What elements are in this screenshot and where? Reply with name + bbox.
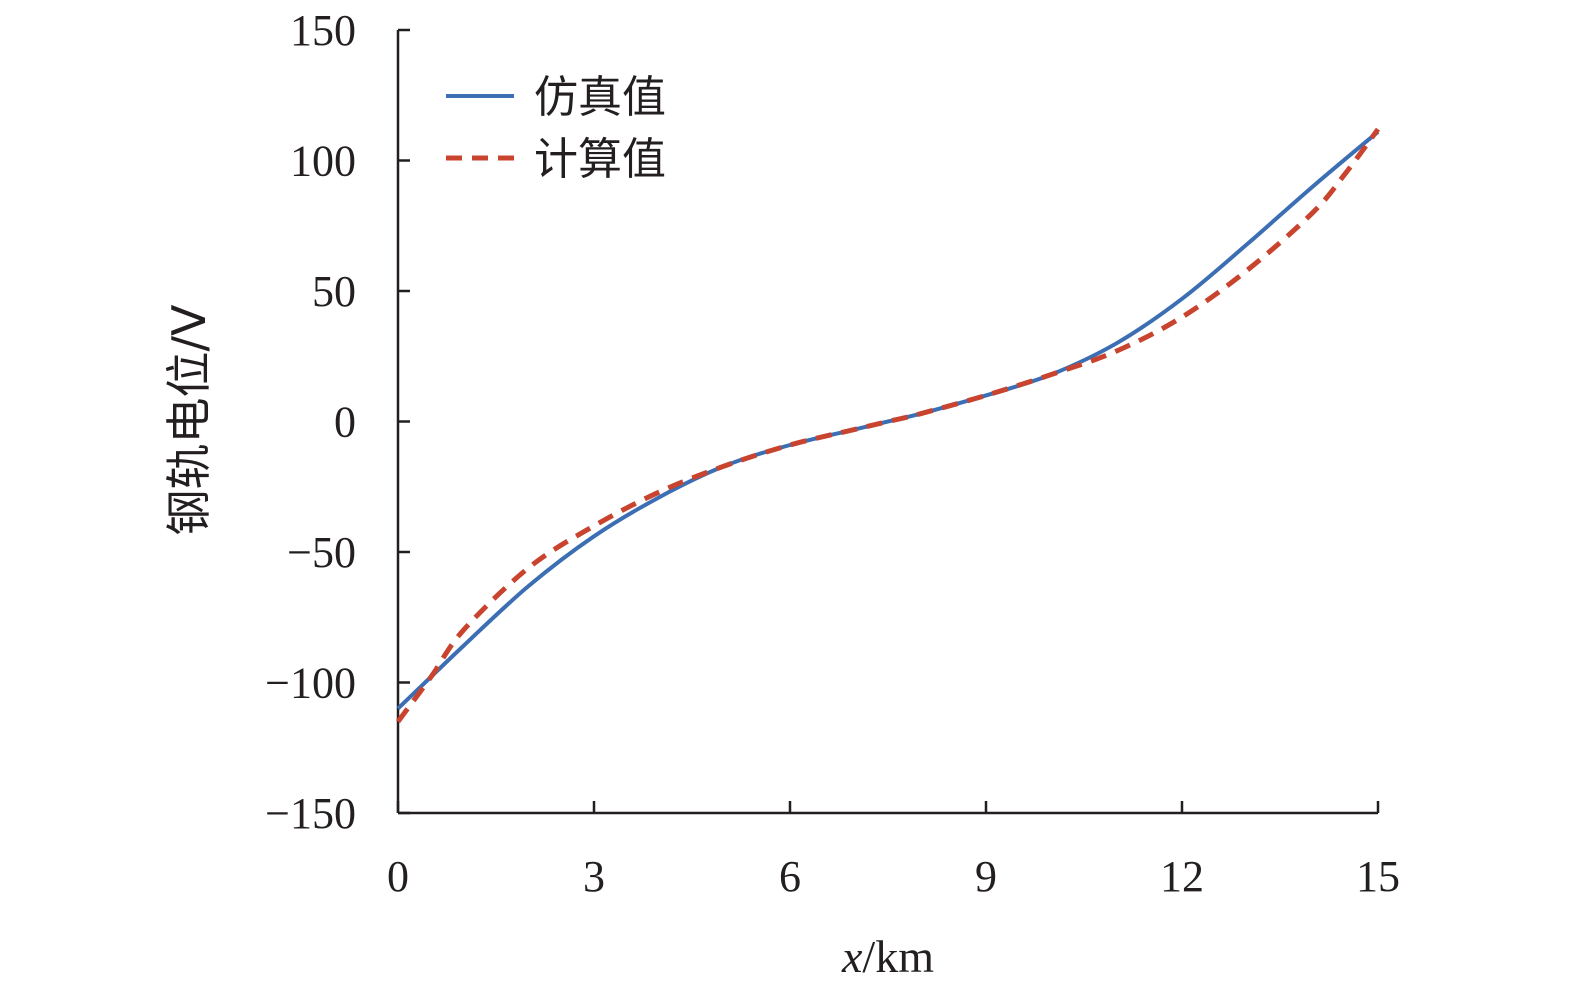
y-axis-ticks: 150 100 50 0 −50 −100 −150 xyxy=(265,6,410,838)
series-line-simulated xyxy=(396,130,1380,711)
y-axis-title: 钢轨电位/V xyxy=(162,304,216,535)
x-axis-title-unit: /km xyxy=(862,931,934,982)
x-tick-label: 3 xyxy=(583,852,605,901)
legend: 仿真值 计算值 xyxy=(446,72,666,185)
x-axis-title: x/km xyxy=(841,931,934,982)
y-tick-label: −150 xyxy=(265,789,356,838)
x-tick-label: 15 xyxy=(1356,852,1400,901)
x-tick-label: 9 xyxy=(975,852,997,901)
x-tick-label: 12 xyxy=(1160,852,1204,901)
y-tick-label: 50 xyxy=(312,267,356,316)
y-tick-label: 100 xyxy=(290,137,356,186)
y-tick-label: −100 xyxy=(265,659,356,708)
x-tick-label: 6 xyxy=(779,852,801,901)
x-tick-label: 0 xyxy=(387,852,409,901)
x-axis-ticks: 0 3 6 9 12 15 xyxy=(387,801,1400,901)
y-tick-label: 150 xyxy=(290,6,356,55)
y-tick-label: −50 xyxy=(287,528,356,577)
legend-label-simulated: 仿真值 xyxy=(534,72,666,123)
series-line-calculated xyxy=(395,127,1381,724)
legend-label-calculated: 计算值 xyxy=(534,134,666,185)
series-layer xyxy=(395,127,1381,724)
y-tick-label: 0 xyxy=(334,398,356,447)
x-axis-title-var: x xyxy=(841,931,863,982)
